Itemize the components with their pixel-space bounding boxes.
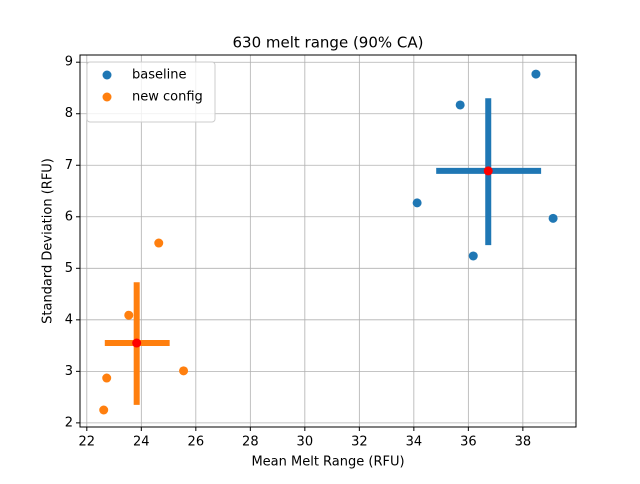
point bbox=[412, 198, 422, 208]
x-tick-label: 34 bbox=[406, 435, 423, 450]
x-axis-label: Mean Melt Range (RFU) bbox=[251, 455, 404, 470]
point bbox=[124, 310, 134, 320]
point bbox=[102, 373, 112, 383]
x-tick-label: 30 bbox=[297, 435, 314, 450]
point bbox=[548, 213, 558, 223]
legend-label: baseline bbox=[132, 68, 186, 83]
mean-point bbox=[483, 166, 493, 176]
x-tick-label: 28 bbox=[242, 435, 259, 450]
legend: baseline new config bbox=[86, 61, 216, 123]
plot-frame bbox=[79, 54, 577, 428]
y-tick-label: 5 bbox=[65, 261, 73, 276]
y-tick-label: 8 bbox=[65, 106, 73, 121]
x-tick-label: 22 bbox=[79, 435, 96, 450]
chart-title: 630 melt range (90% CA) bbox=[233, 34, 424, 52]
x-tick-label: 24 bbox=[133, 435, 150, 450]
point bbox=[179, 366, 189, 376]
y-tick-label: 4 bbox=[65, 312, 73, 327]
legend-box bbox=[86, 61, 216, 123]
legend-marker bbox=[102, 70, 112, 80]
y-tick-label: 2 bbox=[65, 415, 73, 430]
y-tick-label: 7 bbox=[65, 158, 73, 173]
point bbox=[531, 69, 541, 79]
mean-point bbox=[132, 338, 142, 348]
y-tick-label: 6 bbox=[65, 209, 73, 224]
x-tick-label: 26 bbox=[188, 435, 205, 450]
y-tick-label: 9 bbox=[65, 55, 73, 70]
point bbox=[468, 251, 478, 261]
point bbox=[455, 100, 465, 110]
point bbox=[154, 238, 164, 248]
y-axis-label: Standard Deviation (RFU) bbox=[41, 158, 56, 324]
legend-label: new config bbox=[132, 90, 203, 105]
point bbox=[99, 405, 109, 415]
y-tick-label: 3 bbox=[65, 364, 73, 379]
x-tick-label: 32 bbox=[351, 435, 368, 450]
x-tick-label: 38 bbox=[515, 435, 532, 450]
x-tick-label: 36 bbox=[460, 435, 477, 450]
legend-marker bbox=[102, 92, 112, 102]
